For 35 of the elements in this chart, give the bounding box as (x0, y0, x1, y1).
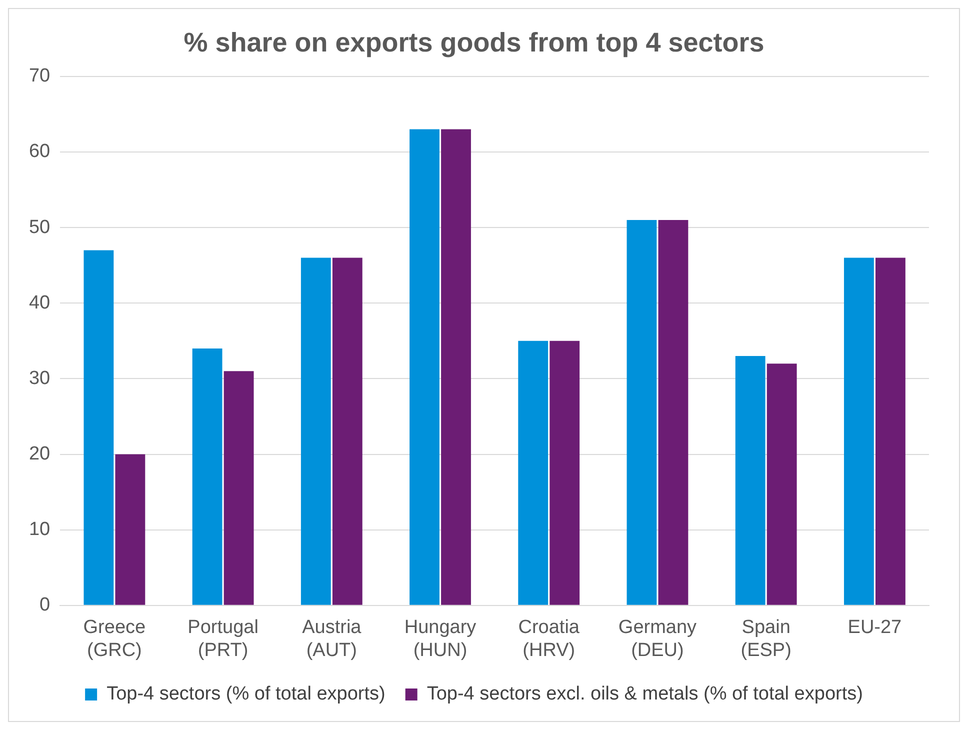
bar (410, 129, 440, 605)
x-tick-label: Greece (GRC) (83, 617, 146, 661)
chart-title: % share on exports goods from top 4 sectors (184, 28, 764, 58)
x-tick-label: Portugal (PRT) (188, 617, 258, 661)
bar (844, 258, 874, 605)
bar (441, 129, 471, 605)
bar (766, 364, 797, 605)
y-tick-label: 40 (28, 292, 50, 314)
bar (735, 356, 766, 605)
bar (626, 220, 657, 605)
bar (550, 340, 580, 605)
y-tick-label: 20 (28, 443, 50, 464)
bar (518, 340, 548, 605)
y-tick-label: 10 (28, 519, 50, 540)
x-tick-label: Austria (AUT) (302, 617, 362, 661)
x-tick-label: Germany (DEU) (618, 617, 698, 661)
bar (875, 258, 906, 605)
y-tick-label: 0 (40, 594, 50, 616)
x-tick-label: Hungary (HUN) (404, 617, 477, 661)
y-tick-label: 60 (28, 141, 50, 162)
bar (658, 220, 688, 605)
bar (115, 454, 146, 605)
x-tick-label: Spain (ESP) (740, 617, 792, 661)
bar (224, 371, 254, 605)
legend-label: Top-4 sectors (% of total exports) (106, 684, 386, 705)
y-tick-label: 70 (28, 66, 50, 87)
bar (300, 258, 331, 605)
y-tick-label: 50 (28, 216, 50, 238)
bar (192, 348, 222, 605)
legend-label: Top-4 sectors excl. oils & metals (% of total exports) (426, 684, 863, 705)
x-tick-label: Croatia (HRV) (518, 617, 580, 661)
y-tick-label: 30 (28, 368, 50, 389)
x-tick-label: EU-27 (848, 617, 902, 638)
bar (332, 258, 362, 605)
bar (84, 250, 114, 605)
